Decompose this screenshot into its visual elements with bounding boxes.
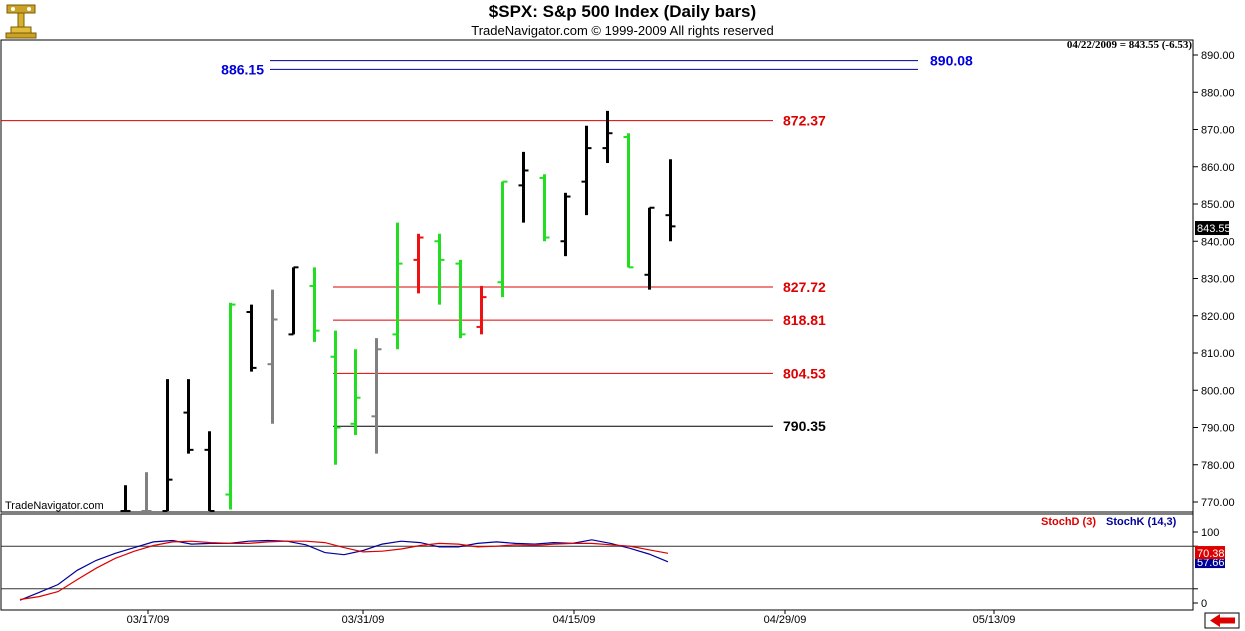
date-tick-label: 03/31/09 — [342, 614, 385, 626]
price-bar — [665, 159, 676, 242]
price-bar — [267, 289, 278, 424]
level-label: 790.35 — [783, 418, 826, 434]
stoch-d-line — [19, 540, 669, 601]
date-tick-label: 04/15/09 — [553, 614, 596, 626]
stoch-k-legend: StochK (14,3) — [1106, 516, 1177, 528]
level-label: 818.81 — [783, 312, 826, 328]
price-bar — [204, 431, 215, 512]
stoch-panel-frame — [0, 513, 1194, 611]
price-tick-label: 770.00 — [1201, 497, 1235, 509]
price-tick-label: 800.00 — [1201, 385, 1235, 397]
price-tick-label: 890.00 — [1201, 50, 1235, 62]
price-axis: 890.00 880.00 870.00 860.00 850.00 840.00 830.… — [1193, 50, 1235, 509]
date-tick-label: 03/17/09 — [127, 614, 170, 626]
price-tick-label: 790.00 — [1201, 423, 1235, 435]
price-bar — [602, 110, 613, 164]
price-bar — [225, 302, 236, 510]
price-bar — [581, 125, 592, 216]
price-bar — [476, 285, 487, 335]
trade-navigator-logo-icon — [5, 4, 37, 39]
price-bar — [350, 349, 361, 435]
price-bar — [371, 338, 382, 454]
price-tick-label: 820.00 — [1201, 311, 1235, 323]
date-tick-label: 04/29/09 — [764, 614, 807, 626]
price-bar — [560, 192, 571, 257]
price-bar — [539, 174, 550, 242]
price-bar — [413, 233, 424, 294]
stoch-tick-label: 0 — [1201, 598, 1207, 610]
price-tick-label: 870.00 — [1201, 125, 1235, 137]
chart-title: $SPX: S&p 500 Index (Daily bars) — [488, 2, 757, 21]
level-label: 872.37 — [783, 113, 826, 129]
price-bar — [288, 266, 299, 336]
price-bar — [455, 259, 466, 339]
price-bar — [246, 304, 257, 372]
price-bars — [120, 110, 676, 512]
price-bar — [120, 485, 131, 512]
scroll-right-button[interactable] — [1204, 612, 1240, 629]
price-bar — [518, 151, 529, 223]
stoch-k-value: 57.66 — [1197, 557, 1225, 569]
price-bar — [162, 379, 173, 512]
date-axis: 03/17/09 03/31/09 04/15/09 04/29/09 05/13/09 — [127, 610, 1016, 626]
price-bar — [644, 206, 655, 290]
last-price-label: 843.55 — [1197, 223, 1231, 235]
stoch-d-value-box — [1195, 546, 1225, 560]
stoch-k-line — [19, 539, 669, 601]
watermark-text: TradeNavigator.com — [5, 500, 104, 512]
stoch-tick-label: 100 — [1201, 527, 1219, 539]
price-bar — [623, 133, 634, 269]
price-bar — [434, 233, 445, 305]
price-tick-label: 850.00 — [1201, 199, 1235, 211]
price-tick-label: 860.00 — [1201, 162, 1235, 174]
level-label: 804.53 — [783, 365, 826, 381]
level-label: 886.15 — [221, 61, 264, 77]
price-bar — [392, 222, 403, 350]
price-bar — [330, 330, 341, 465]
price-tick-label: 840.00 — [1201, 236, 1235, 248]
price-tick-label: 780.00 — [1201, 460, 1235, 472]
date-tick-label: 05/13/09 — [973, 614, 1016, 626]
level-label: 890.08 — [930, 53, 973, 69]
price-tick-label: 880.00 — [1201, 87, 1235, 99]
arrow-left-icon — [1210, 614, 1235, 627]
price-panel-frame — [0, 39, 1194, 513]
price-tick-label: 810.00 — [1201, 348, 1235, 360]
price-bar — [309, 267, 320, 342]
price-bar — [183, 379, 194, 454]
level-lines: 890.08 886.15 872.37 827.72 818.81 804.53 790.… — [1, 53, 973, 434]
price-tick-label: 830.00 — [1201, 274, 1235, 286]
stoch-d-value: 70.38 — [1197, 548, 1225, 560]
price-bar — [497, 180, 508, 298]
level-label: 827.72 — [783, 279, 826, 295]
last-price-box — [1195, 221, 1229, 236]
price-bar — [141, 472, 152, 512]
chart-copyright: TradeNavigator.com © 1999-2009 All right… — [471, 23, 774, 38]
last-price-readout: 04/22/2009 = 843.55 (-6.53) — [1066, 39, 1192, 51]
stoch-d-legend: StochD (3) — [1041, 516, 1096, 528]
